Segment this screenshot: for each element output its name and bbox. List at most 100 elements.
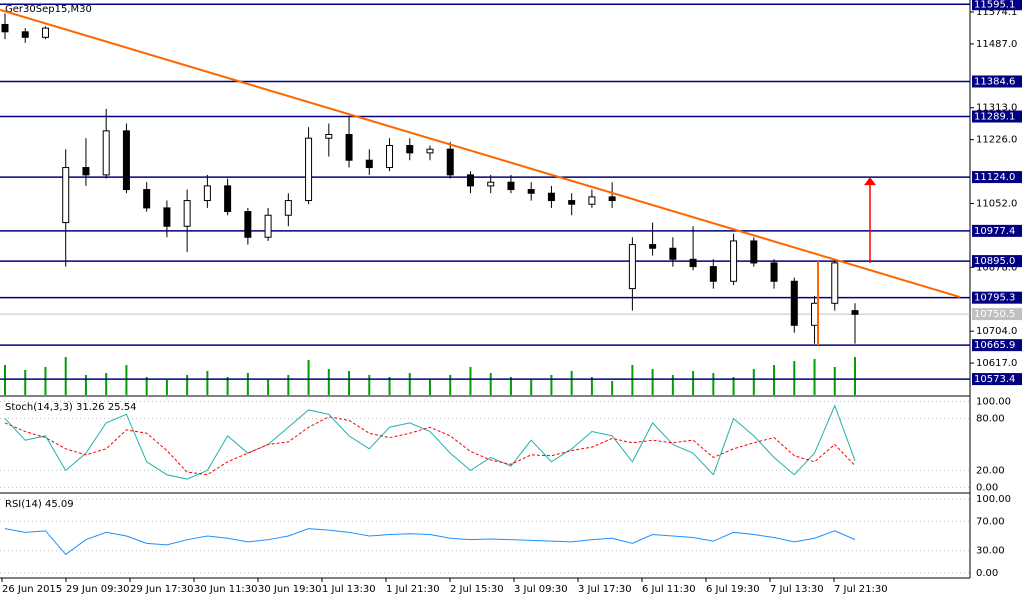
x-tick-label: 2 Jul 15:30 xyxy=(450,584,504,595)
indicator-tick-label: 20.00 xyxy=(976,465,1005,476)
level-tag xyxy=(972,339,1022,352)
candle-body xyxy=(345,134,353,161)
indicator-tick-label: 0.00 xyxy=(976,483,998,494)
x-tick-label: 26 Jun 2015 xyxy=(2,584,62,595)
candle-body xyxy=(1,23,9,33)
level-label: 10665.9 xyxy=(974,340,1015,351)
level-label: 10977.4 xyxy=(974,226,1015,237)
indicator-tick-label: 100.00 xyxy=(976,396,1011,407)
level-tag xyxy=(972,75,1022,88)
candle-body xyxy=(224,185,232,213)
candle-body xyxy=(507,181,515,191)
level-label: 10795.3 xyxy=(974,293,1015,304)
y-tick-label: 11313.0 xyxy=(976,103,1017,114)
level-label: 11289.1 xyxy=(974,112,1015,123)
level-tag xyxy=(972,255,1022,268)
candle-body xyxy=(406,145,414,154)
x-tick-label: 29 Jun 09:30 xyxy=(66,584,130,595)
x-tick-label: 6 Jul 11:30 xyxy=(642,584,696,595)
indicator-tick-label: 30.00 xyxy=(976,546,1005,557)
x-tick-label: 3 Jul 09:30 xyxy=(514,584,568,595)
candle-body xyxy=(122,130,130,191)
x-tick-label: 1 Jul 13:30 xyxy=(322,584,376,595)
indicator-tick-label: 0.00 xyxy=(976,568,998,579)
candle-body xyxy=(183,200,191,227)
x-tick-label: 3 Jul 17:30 xyxy=(578,584,632,595)
candle-body xyxy=(446,148,454,176)
candle-body xyxy=(669,247,677,260)
level-label: 11595.1 xyxy=(974,0,1015,10)
candle-body xyxy=(689,258,697,268)
y-tick-label: 11226.0 xyxy=(976,135,1017,146)
candle-body xyxy=(730,240,738,282)
candle-body xyxy=(264,214,272,238)
level-tag xyxy=(972,171,1022,184)
candle-body xyxy=(203,185,211,202)
stoch-label: Stoch(14,3,3) 31.26 25.54 xyxy=(5,402,136,413)
level-label: 11124.0 xyxy=(974,172,1015,183)
candle-body xyxy=(649,244,657,249)
x-tick-label: 29 Jun 17:30 xyxy=(130,584,194,595)
candle-body xyxy=(386,145,394,169)
indicator-tick-label: 70.00 xyxy=(976,516,1005,527)
candle-body xyxy=(608,196,616,202)
chart-title: Ger30Sep15,M30 xyxy=(5,4,92,15)
rsi-label: RSI(14) 45.09 xyxy=(5,499,74,510)
x-tick-label: 30 Jun 11:30 xyxy=(194,584,258,595)
candle-body xyxy=(466,174,474,187)
candle-body xyxy=(487,181,495,187)
level-label: 10573.4 xyxy=(974,374,1015,385)
y-tick-label: 10617.0 xyxy=(976,358,1017,369)
stoch-line xyxy=(4,416,856,476)
level-tag xyxy=(972,110,1022,123)
candle-body xyxy=(143,189,151,209)
candle-body xyxy=(527,189,535,194)
level-label: 11384.6 xyxy=(974,76,1015,87)
x-tick-label: 1 Jul 21:30 xyxy=(386,584,440,595)
candle-body xyxy=(547,192,555,202)
candle-body xyxy=(851,310,859,315)
candle-body xyxy=(41,27,49,38)
level-tag xyxy=(972,291,1022,304)
y-tick-label: 11052.0 xyxy=(976,198,1017,209)
rsi-line xyxy=(4,528,856,556)
x-tick-label: 7 Jul 21:30 xyxy=(834,584,888,595)
trendline xyxy=(0,8,961,299)
candle-body xyxy=(305,137,313,202)
candle-body xyxy=(811,302,819,326)
candle-body xyxy=(62,167,70,224)
current-price-label: 10750.5 xyxy=(974,309,1015,320)
candle-body xyxy=(365,159,373,169)
x-tick-label: 6 Jul 19:30 xyxy=(706,584,760,595)
y-tick-label: 11574.1 xyxy=(976,7,1017,18)
candle-body xyxy=(770,262,778,282)
y-tick-label: 10704.0 xyxy=(976,326,1017,337)
indicator-tick-label: 100.00 xyxy=(976,494,1011,505)
candle-body xyxy=(21,31,29,38)
candle-body xyxy=(750,240,758,264)
current-price-tag xyxy=(972,308,1022,321)
candle-body xyxy=(790,280,798,326)
candle-body xyxy=(628,244,636,290)
candle-body xyxy=(568,200,576,205)
candle-body xyxy=(831,262,839,304)
candle-body xyxy=(244,211,252,238)
indicator-tick-label: 80.00 xyxy=(976,414,1005,425)
x-tick-label: 7 Jul 13:30 xyxy=(770,584,824,595)
candle-body xyxy=(163,207,171,227)
candle-body xyxy=(325,134,333,139)
arrow-head xyxy=(864,177,876,186)
x-tick-label: 30 Jun 19:30 xyxy=(258,584,322,595)
level-tag xyxy=(972,373,1022,386)
candle-body xyxy=(588,196,596,205)
level-tag xyxy=(972,0,1022,11)
candle-body xyxy=(426,148,434,154)
y-tick-label: 11487.0 xyxy=(976,39,1017,50)
candle-body xyxy=(709,266,717,282)
level-label: 10895.0 xyxy=(974,256,1015,267)
y-tick-label: 10878.0 xyxy=(976,262,1017,273)
candle-body xyxy=(102,130,110,176)
candle-body xyxy=(284,200,292,216)
